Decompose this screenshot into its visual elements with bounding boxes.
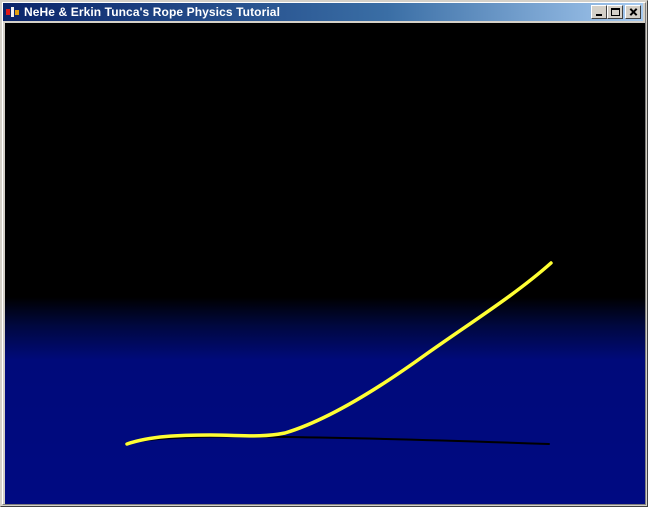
window-title: NeHe & Erkin Tunca's Rope Physics Tutori… [24, 5, 281, 19]
rope-scene [125, 261, 553, 446]
minimize-icon [596, 14, 602, 16]
title-bar[interactable]: NeHe & Erkin Tunca's Rope Physics Tutori… [3, 3, 643, 21]
maximize-button[interactable] [607, 5, 623, 19]
opengl-viewport[interactable] [5, 23, 645, 504]
maximize-icon [611, 8, 620, 16]
close-button[interactable] [625, 5, 641, 19]
nehe-app-icon[interactable] [6, 5, 20, 19]
rope [125, 261, 553, 446]
close-icon [626, 6, 640, 18]
rope-shadow [126, 435, 550, 445]
minimize-button[interactable] [591, 5, 607, 19]
window-controls [591, 5, 641, 19]
